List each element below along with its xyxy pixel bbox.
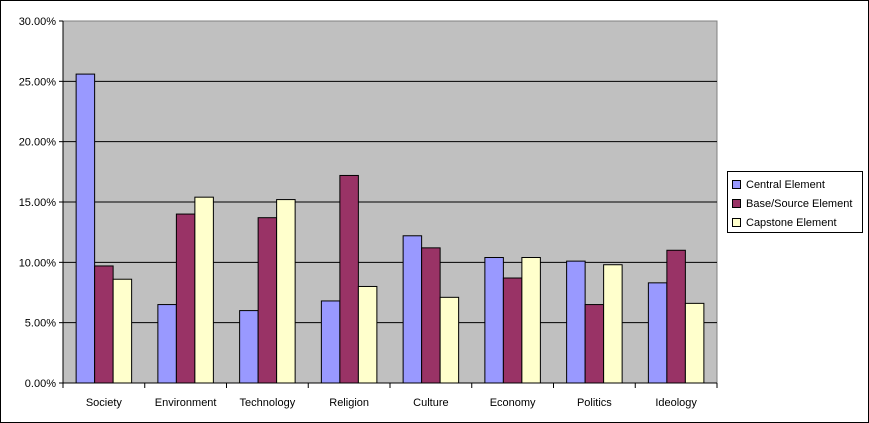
legend-label-capstone: Capstone Element [746,216,837,229]
bar [484,257,504,384]
bar [684,302,705,384]
legend-item-central: Central Element [732,175,858,194]
y-tick-label: 15.00% [19,197,57,209]
legend-label-base-source: Base/Source Element [746,197,853,210]
bar [339,174,359,384]
bar [94,265,114,384]
bar [584,304,605,384]
bar [75,73,96,384]
x-tick-label: Politics [577,397,612,409]
bar [647,282,668,384]
legend-label-central: Central Element [746,178,825,191]
bar [157,304,177,384]
bar [566,260,586,384]
legend-swatch-central [732,180,741,189]
bar [666,249,686,384]
bar [521,257,541,384]
bar [257,217,278,384]
bar [112,278,133,384]
x-tick-label: Society [86,397,123,409]
bar [421,247,441,384]
bar [402,235,423,384]
bar [320,300,341,384]
x-tick-label: Environment [155,397,217,409]
y-tick-label: 0.00% [25,378,56,390]
y-tick-label: 20.00% [19,137,57,149]
x-tick-label: Ideology [655,397,697,409]
labels: 0.00% 5.00% 10.00% 15.00% 20.00% 25.00% 30.00%… [19,16,698,409]
x-tick-label: Economy [490,397,536,409]
bar [276,199,296,384]
y-tick-label: 30.00% [19,16,57,28]
y-tick-label: 10.00% [19,257,57,269]
x-tick-label: Technology [240,397,296,409]
bar [357,285,378,384]
bar [175,213,196,384]
legend-swatch-base-source [732,199,741,208]
legend-swatch-capstone [732,218,741,227]
y-tick-label: 5.00% [25,318,56,330]
bar [502,277,523,384]
x-tick-label: Religion [329,397,369,409]
legend: Central Element Base/Source Element Caps… [727,171,863,233]
bar [194,196,214,384]
x-tick-label: Culture [413,397,448,409]
y-tick-label: 25.00% [19,76,57,88]
bar [603,264,623,384]
legend-item-capstone: Capstone Element [732,213,858,232]
bars [75,73,705,384]
bar [239,310,259,384]
bar [439,296,460,384]
axes [59,20,718,388]
legend-item-base-source: Base/Source Element [732,194,858,213]
